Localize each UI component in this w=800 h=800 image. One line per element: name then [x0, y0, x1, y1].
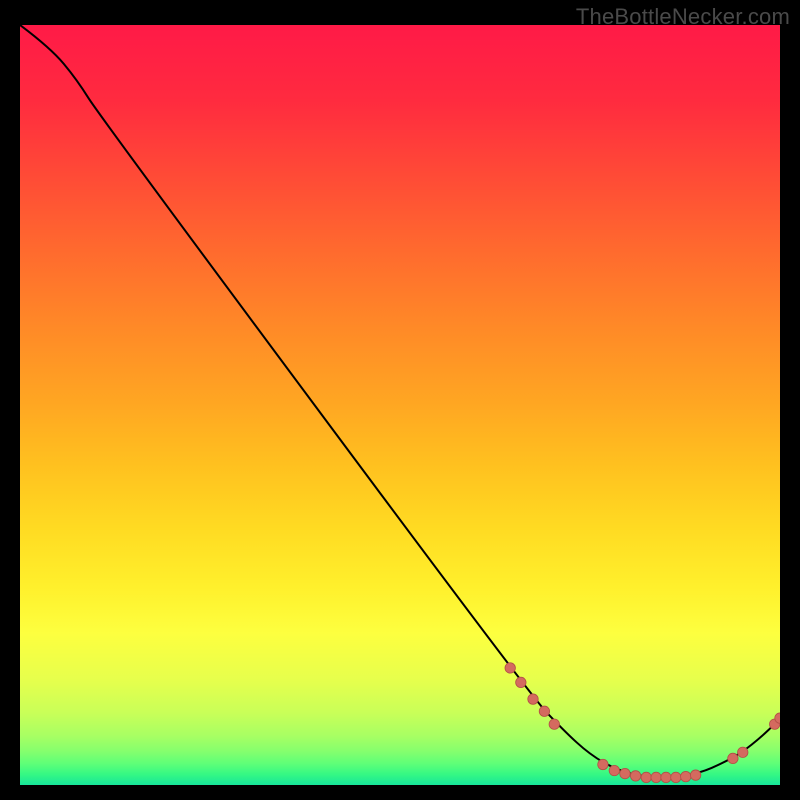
curve-marker	[651, 772, 661, 782]
curve-marker	[641, 772, 651, 782]
curve-marker	[620, 768, 630, 778]
curve-marker	[609, 765, 619, 775]
curve-marker	[516, 677, 526, 687]
curve-marker	[528, 694, 538, 704]
curve-marker	[549, 719, 559, 729]
curve-marker	[690, 770, 700, 780]
chart-frame: TheBottleNecker.com	[0, 0, 800, 800]
curve-marker	[630, 771, 640, 781]
curve-marker	[661, 772, 671, 782]
curve-marker	[505, 663, 515, 673]
curve-marker	[539, 706, 549, 716]
gradient-background	[20, 25, 780, 785]
bottleneck-curve-plot	[20, 25, 780, 785]
curve-marker	[681, 771, 691, 781]
curve-marker	[671, 772, 681, 782]
curve-marker	[728, 753, 738, 763]
curve-marker	[738, 747, 748, 757]
curve-marker	[598, 759, 608, 769]
